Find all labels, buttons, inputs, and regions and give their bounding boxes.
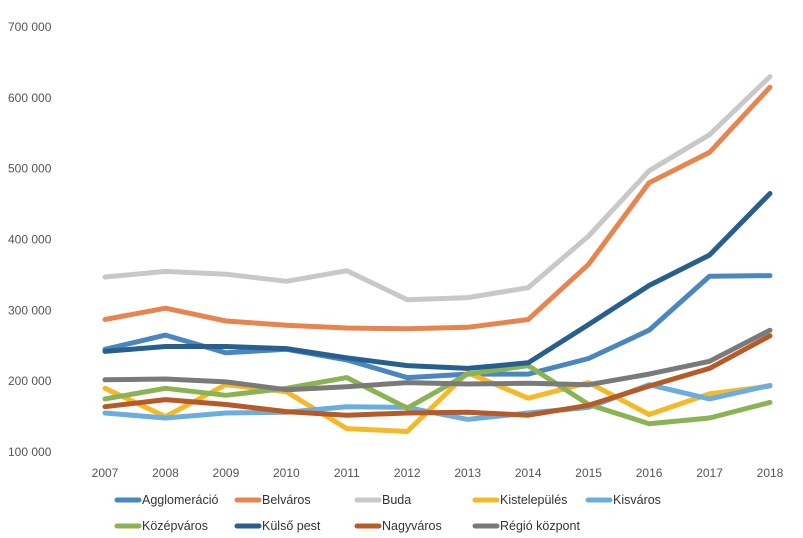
legend-label: Régió központ [500,519,580,533]
legend-item: Kisváros [585,493,661,507]
series-lines [102,74,773,434]
x-tick-label: 2018 [757,466,784,480]
y-tick-label: 600 000 [8,91,52,105]
x-tick-label: 2012 [394,466,421,480]
series-line [102,363,773,427]
x-tick-label: 2014 [515,466,542,480]
x-tick-label: 2011 [334,466,360,480]
legend-label: Középváros [142,519,208,533]
series-line [102,370,773,434]
x-tick-label: 2008 [152,466,179,480]
legend-label: Agglomeráció [142,493,218,507]
y-tick-label: 200 000 [8,374,52,388]
legend-label: Kisváros [613,493,661,507]
x-tick-label: 2016 [636,466,663,480]
legend-item: Régió központ [472,519,580,533]
series-line [102,84,773,332]
legend: Agglomeráció Belváros Buda Kistelepülés Kisv… [114,493,661,533]
x-tick-label: 2013 [454,466,481,480]
y-tick-label: 100 000 [8,445,52,459]
legend-label: Belváros [262,493,311,507]
x-tick-label: 2007 [92,466,119,480]
x-tick-label: 2015 [575,466,602,480]
series-line [102,273,773,381]
legend-item: Belváros [234,493,311,507]
x-tick-label: 2017 [696,466,723,480]
series-line [102,327,773,393]
y-tick-label: 400 000 [8,233,52,247]
legend-item: Középváros [114,519,208,533]
x-tick-label: 2009 [213,466,240,480]
legend-item: Nagyváros [354,519,442,533]
y-axis-ticks: 100 000 200 000 300 000 400 000 500 000 600 0… [8,20,52,459]
y-tick-label: 700 000 [8,20,52,34]
legend-label: Buda [382,493,411,507]
legend-item: Buda [354,493,411,507]
series-line [102,333,773,418]
legend-item: Külső pest [234,519,321,533]
y-tick-label: 300 000 [8,303,52,317]
legend-label: Kistelepülés [500,493,567,507]
series-line [102,191,773,371]
series-line [102,74,773,303]
legend-item: Agglomeráció [114,493,218,507]
x-axis-ticks: 2007 2008 2009 2010 2011 2012 2013 2014 2015 2016… [92,466,784,480]
y-tick-label: 500 000 [8,162,52,176]
legend-label: Nagyváros [382,519,442,533]
x-tick-label: 2010 [273,466,300,480]
legend-item: Kistelepülés [472,493,567,507]
legend-label: Külső pest [262,519,321,533]
